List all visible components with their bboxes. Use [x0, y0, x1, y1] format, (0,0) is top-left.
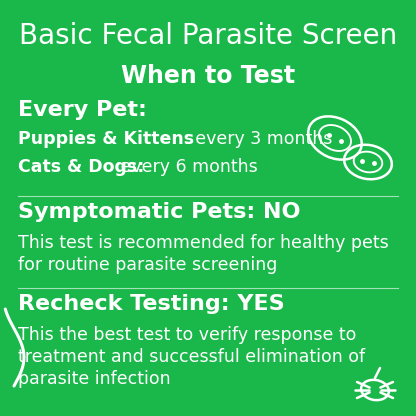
Text: for routine parasite screening: for routine parasite screening: [18, 256, 277, 274]
Text: : every 3 months: : every 3 months: [184, 130, 332, 148]
Text: every 6 months: every 6 months: [115, 158, 258, 176]
Text: When to Test: When to Test: [121, 64, 295, 88]
Text: Every Pet:: Every Pet:: [18, 100, 147, 120]
Text: This test is recommended for healthy pets: This test is recommended for healthy pet…: [18, 234, 389, 252]
Text: This the best test to verify response to: This the best test to verify response to: [18, 326, 357, 344]
Text: Recheck Testing: YES: Recheck Testing: YES: [18, 294, 285, 314]
Text: Puppies & Kittens: Puppies & Kittens: [18, 130, 194, 148]
Text: parasite infection: parasite infection: [18, 370, 171, 388]
Text: Symptomatic Pets: NO: Symptomatic Pets: NO: [18, 202, 300, 222]
Text: treatment and successful elimination of: treatment and successful elimination of: [18, 348, 365, 366]
Text: Basic Fecal Parasite Screen: Basic Fecal Parasite Screen: [19, 22, 397, 50]
Text: Cats & Dogs:: Cats & Dogs:: [18, 158, 144, 176]
